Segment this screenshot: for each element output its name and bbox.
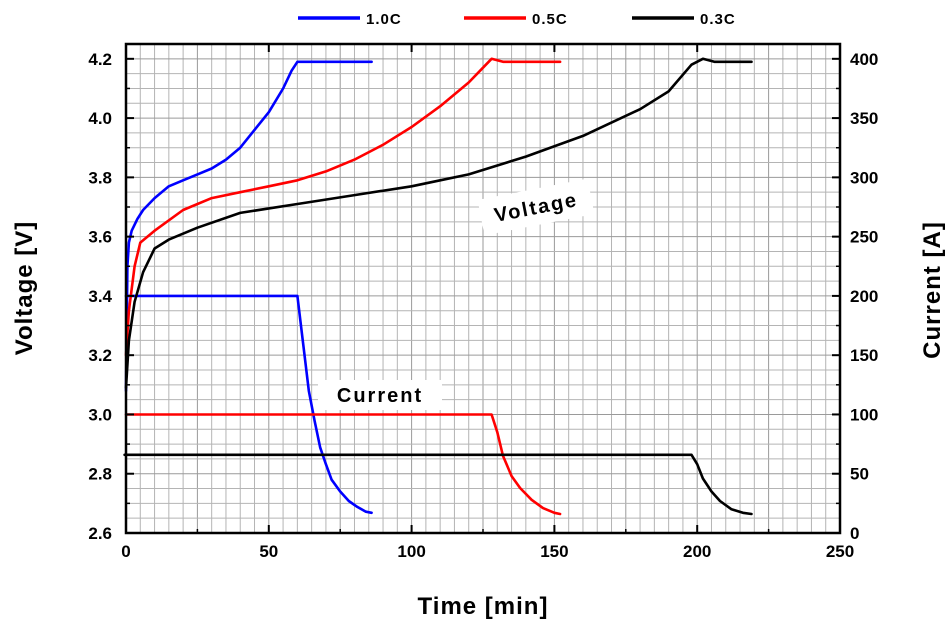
y-left-tick-label: 2.8 [88, 465, 112, 484]
current-annotation-label: Current [337, 385, 423, 407]
y-left-tick-label: 3.0 [88, 405, 112, 424]
y-left-tick-label: 3.2 [88, 346, 112, 365]
y-left-tick-label: 2.6 [88, 524, 112, 543]
y-right-tick-label: 100 [850, 405, 878, 424]
series-line-0-3C-current [123, 453, 753, 516]
x-tick-label: 250 [826, 542, 854, 561]
y-right-tick-label: 400 [850, 50, 878, 69]
y-left-tick-label: 3.8 [88, 168, 112, 187]
grid [126, 44, 840, 533]
series-line-0-5C-current [124, 413, 562, 516]
legend-label-0-3C: 0.3C [700, 11, 736, 28]
series-line-0-3C-voltage [124, 57, 753, 390]
y-left-tick-label: 3.4 [88, 287, 112, 306]
y-axis-left-title: Voltage [V] [11, 221, 38, 356]
x-tick-label: 150 [540, 542, 568, 561]
y-right-tick-label: 0 [850, 524, 859, 543]
y-right-tick-label: 300 [850, 168, 878, 187]
voltage-annotation: Voltage [477, 178, 595, 236]
current-annotation: Current [318, 380, 442, 410]
legend-label-0-5C: 0.5C [532, 11, 568, 28]
annotations: Voltage Current [318, 178, 595, 410]
legend-label-1-0C: 1.0C [366, 11, 402, 28]
y-right-tick-label: 200 [850, 287, 878, 306]
y-left-tick-label: 4.2 [88, 50, 112, 69]
y-right-tick-label: 350 [850, 109, 878, 128]
x-tick-label: 50 [259, 542, 278, 561]
y-right-tick-label: 50 [850, 465, 869, 484]
series-line-0-5C-voltage [124, 57, 562, 357]
y-right-tick-label: 150 [850, 346, 878, 365]
x-axis-title: Time [min] [418, 593, 549, 620]
y-axis-right-title: Current [A] [919, 221, 946, 359]
y-left-tick-label: 4.0 [88, 109, 112, 128]
y-right-tick-label: 250 [850, 228, 878, 247]
x-tick-label: 200 [683, 542, 711, 561]
voltage-annotation-background [477, 178, 595, 236]
x-tick-label: 0 [121, 542, 130, 561]
series-line-1-0C-voltage [124, 60, 373, 393]
x-tick-label: 100 [397, 542, 425, 561]
y-left-tick-label: 3.6 [88, 228, 112, 247]
axes: 0 50 100 150 200 250 2.6 2.8 3.0 3.2 3.4 3.6 3.8 4.0 4… [88, 42, 878, 561]
current-annotation-background [318, 380, 442, 410]
legend: 1.0C 0.5C 0.3C [298, 11, 736, 28]
data-series [123, 57, 753, 516]
